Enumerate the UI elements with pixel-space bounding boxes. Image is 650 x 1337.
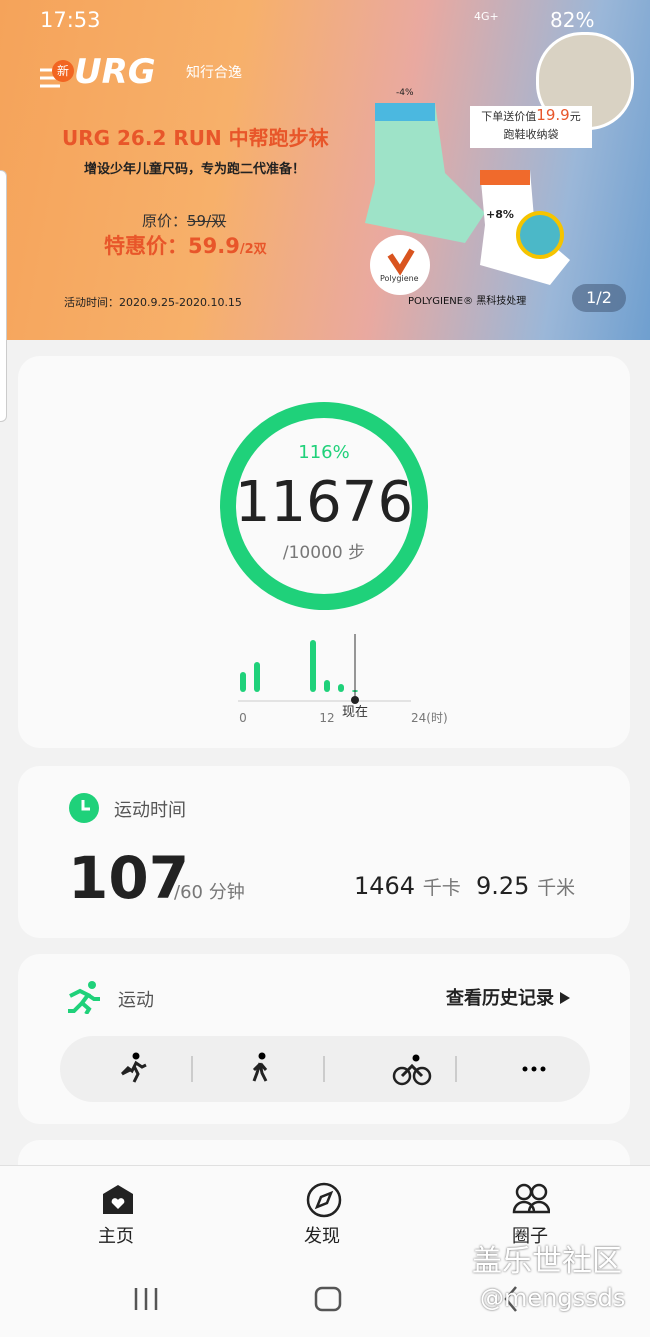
- status-time: 17:53: [40, 8, 101, 32]
- special-label: 特惠价：: [104, 234, 188, 258]
- run-button[interactable]: [120, 1052, 147, 1083]
- gift-item: 跑鞋收纳袋: [503, 128, 559, 141]
- exercise-card: 运动 查看历史记录: [18, 954, 630, 1124]
- x-tick-label: 24(时): [411, 711, 448, 725]
- steps-percent: 116%: [298, 442, 350, 463]
- distance: 9.25: [476, 872, 530, 900]
- discover-icon[interactable]: [306, 1182, 342, 1218]
- distance-unit: 千米: [537, 877, 576, 899]
- activity-goal: /60 分钟: [174, 882, 245, 903]
- network: 4G+: [474, 10, 499, 23]
- bike-button[interactable]: [392, 1054, 432, 1086]
- period: 活动时间：2020.9.25-2020.10.15: [64, 296, 242, 309]
- arrow: [560, 992, 571, 1004]
- edge-handle[interactable]: [0, 170, 7, 422]
- bar: [338, 684, 344, 692]
- partner: 知行合逸: [186, 65, 242, 81]
- banner-title: URG 26.2 RUN 中帮跑步袜: [62, 126, 329, 150]
- x-tick-label: 0: [239, 711, 247, 725]
- bar: [310, 640, 316, 692]
- original-price: 59/双: [187, 212, 227, 230]
- system-nav: [134, 1286, 517, 1312]
- activity-card[interactable]: 运动时间 107 /60 分钟 1464 千卡 9.25 千米: [18, 766, 630, 938]
- now-dot: [351, 696, 359, 704]
- more-button[interactable]: [522, 1066, 546, 1072]
- history-link[interactable]: 查看历史记录: [446, 984, 571, 1010]
- watermark-user: @mengssds: [480, 1284, 626, 1312]
- now-label: 现在: [342, 705, 368, 720]
- special-unit: /2双: [239, 242, 267, 257]
- bar: [240, 672, 246, 692]
- new-badge: 新: [52, 60, 74, 82]
- steps-goal: /10000 步: [282, 543, 366, 563]
- battery: 82%: [550, 8, 595, 32]
- progress-ring: [220, 402, 428, 610]
- activity-minutes: 107: [68, 844, 190, 912]
- nav-circle[interactable]: 圈子: [512, 1226, 548, 1247]
- gift-value: 19.9: [536, 106, 570, 124]
- walk-button[interactable]: [252, 1052, 268, 1082]
- exercise-icons: [120, 1052, 546, 1086]
- clock-icon: [69, 793, 99, 823]
- banner[interactable]: 17:53 4G+ 82% 新 URG 知行合逸 URG 26.2 RUN 中帮…: [0, 0, 650, 340]
- watermark-site: 盖乐世社区: [472, 1244, 622, 1279]
- gift-prefix: 下单送价值: [481, 110, 537, 123]
- gift-box: 下单送价值19.9元 跑鞋收纳袋: [470, 106, 592, 148]
- logo: URG: [74, 52, 156, 92]
- price-label: 原价：: [142, 212, 188, 230]
- run-icon: [68, 981, 100, 1014]
- exercise-title: 运动: [118, 990, 154, 1011]
- special-price: 59.9: [188, 234, 240, 258]
- hourly-chart: 0 12 24(时) 现在: [238, 634, 448, 725]
- gift-unit: 元: [569, 110, 581, 123]
- pager: 1/2: [572, 284, 626, 312]
- bar: [254, 662, 260, 692]
- x-tick-label: 12: [319, 711, 334, 725]
- banner-subtitle: 增设少年儿童尺码，专为跑二代准备！: [84, 162, 306, 177]
- circle-icon[interactable]: [512, 1180, 550, 1216]
- nav-discover[interactable]: 发现: [304, 1226, 340, 1247]
- calories: 1464: [354, 872, 416, 900]
- nav-home[interactable]: 主页: [98, 1226, 134, 1247]
- socks: [365, 103, 570, 295]
- tech: POLYGIENE® 黑科技处理: [408, 296, 527, 307]
- calories-unit: 千卡: [422, 877, 461, 899]
- bottom-bar: 主页 发现 圈子 盖乐世社区 @mengssds: [0, 1165, 650, 1337]
- brand: Polygiene: [380, 274, 419, 283]
- sock-label-1: -4%: [396, 88, 414, 98]
- home-icon[interactable]: [100, 1182, 136, 1218]
- bar: [324, 680, 330, 692]
- history-text: 查看历史记录: [446, 988, 554, 1009]
- exercise-types: [60, 1036, 590, 1102]
- steps-count: 11676: [234, 470, 414, 535]
- activity-title: 运动时间: [114, 800, 186, 821]
- steps-card[interactable]: 116% 11676 /10000 步: [18, 356, 630, 748]
- sock-label-2: +8%: [486, 208, 514, 221]
